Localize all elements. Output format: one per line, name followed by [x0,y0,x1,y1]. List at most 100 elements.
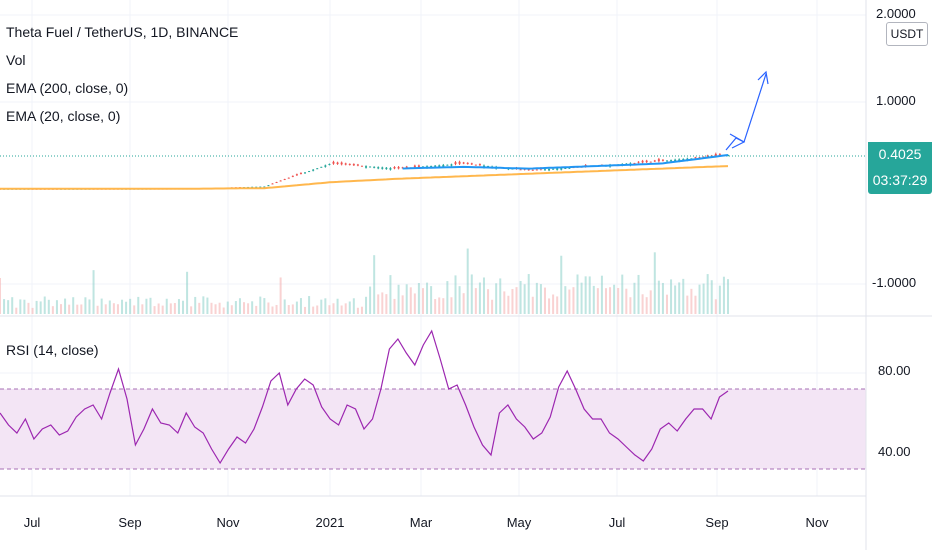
volume-bar [438,297,441,314]
volume-bar [637,274,640,314]
volume-bar [409,287,412,314]
volume-bar [531,296,534,314]
volume-bar [141,304,144,314]
candle-body [543,169,546,171]
volume-bar [718,285,721,314]
volume-bar [92,270,95,314]
volume-bar [3,299,6,314]
volume-bar [283,299,286,314]
volume-bar [68,304,71,314]
volume-bar [397,284,400,314]
volume-bar [316,305,319,314]
volume-bar [670,279,673,314]
candle-body [450,164,453,166]
candle-body [291,175,294,177]
volume-bar [299,298,302,314]
volume-bar [76,304,79,314]
candle-body [531,169,534,171]
currency-unit-badge[interactable]: USDT [886,22,928,46]
volume-bar [218,302,221,314]
candle-body [287,177,290,179]
time-label-1: Sep [118,515,141,530]
rsi-tick-40: 40.00 [878,444,911,459]
candle-body [279,180,282,182]
candle-body [535,169,538,171]
volume-bar [116,304,119,314]
volume-bar [613,284,616,314]
volume-bar [592,285,595,314]
candle-body [360,165,363,167]
volume-bar [381,292,384,314]
volume-bar [214,304,217,314]
time-label-6: Jul [609,515,626,530]
candle-body [454,162,457,165]
volume-bar [556,296,559,314]
volume-bar [552,294,555,314]
candle-body [694,157,697,159]
volume-bar [576,274,579,314]
volume-bar [600,275,603,314]
volume-bar [491,299,494,314]
volume-bar [133,305,136,314]
volume-bar [31,307,34,314]
volume-bar [674,285,677,314]
volume-bar [255,305,258,314]
candle-body [645,160,648,163]
volume-bar [710,280,713,314]
candle-body [393,166,396,169]
candle-body [299,172,302,174]
volume-bar [580,282,583,314]
volume-bar [413,293,416,314]
volume-bar [104,304,107,314]
volume-bar [645,297,648,314]
volume-bars [0,248,729,314]
volume-bar [665,294,668,314]
volume-bar [474,288,477,314]
volume-bar [182,300,185,314]
volume-bar [401,295,404,314]
candle-body [340,162,343,165]
legend-vol[interactable]: Vol [6,52,26,68]
candle-body [466,162,469,164]
volume-bar [653,252,656,314]
rsi-line [0,329,729,465]
volume-bar [609,287,612,314]
candle-body [718,154,721,156]
volume-bar [47,299,50,314]
candle-body [381,167,384,169]
chart-title[interactable]: Theta Fuel / TetherUS, 1D, BINANCE [6,24,239,40]
volume-bar [226,301,229,314]
volume-bar [112,303,115,314]
volume-bar [304,306,307,314]
volume-bar [649,290,652,314]
volume-bar [629,297,632,314]
candle-body [657,159,660,162]
volume-bar [23,299,26,314]
volume-bar [308,296,311,314]
candle-body [678,159,681,162]
volume-bar [523,284,526,314]
volume-bar [51,306,54,314]
price-tick-neg1: -1.0000 [872,275,916,290]
projection-arrows [725,70,769,151]
volume-bar [88,299,91,314]
volume-bar [466,248,469,314]
candle-body [271,183,274,185]
candle-body [304,172,307,174]
candle-body [527,169,530,171]
candle-body [714,153,717,157]
volume-bar [393,298,396,314]
legend-rsi[interactable]: RSI (14, close) [6,342,99,358]
volume-bar [596,288,599,314]
volume-bar [80,304,83,314]
volume-bar [682,278,685,314]
legend-ema200[interactable]: EMA (200, close, 0) [6,80,129,96]
volume-bar [145,298,148,314]
candle-body [356,164,359,166]
volume-bar [560,255,563,314]
volume-bar [100,298,103,314]
volume-bar [458,286,461,314]
volume-bar [234,301,237,314]
legend-ema20[interactable]: EMA (20, close, 0) [6,108,121,124]
